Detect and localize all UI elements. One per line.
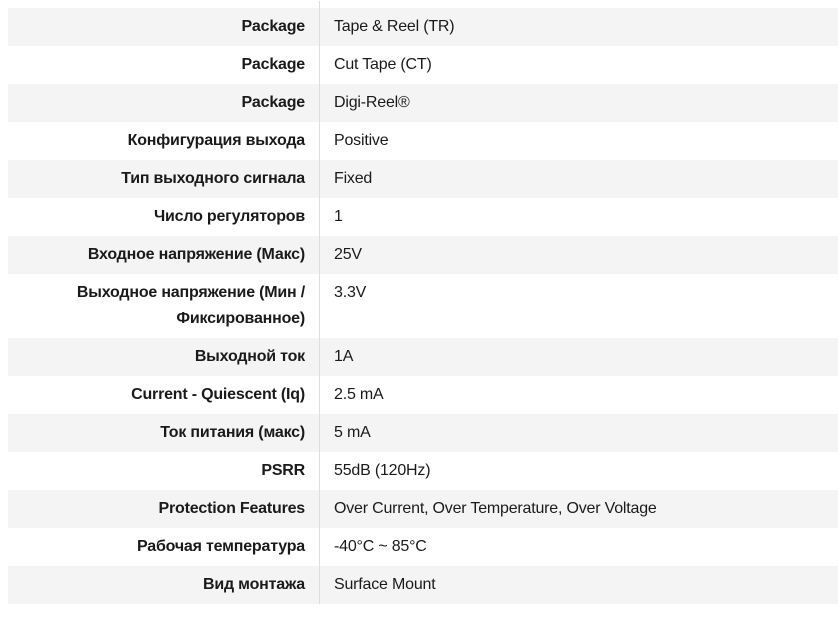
attribute-label: Конфигурация выхода <box>127 132 306 149</box>
spec-row: Current - Quiescent (Iq) 2.5 mA <box>8 376 838 414</box>
attribute-label: Вид монтажа <box>202 576 305 593</box>
spec-row: Число регуляторов 1 <box>8 198 838 236</box>
spec-row: Выходной ток 1A <box>8 338 838 376</box>
spec-row: PSRR 55dB (120Hz) <box>8 452 838 490</box>
attribute-label: PSRR <box>261 462 305 479</box>
attribute-label: Current - Quiescent (Iq) <box>131 386 305 403</box>
attribute-label: Package <box>241 94 305 111</box>
spec-row: Package Cut Tape (CT) <box>8 46 838 84</box>
spec-row: Package Tape & Reel (TR) <box>8 8 838 46</box>
spec-row: Входное напряжение (Макс) 25V <box>8 236 838 274</box>
spec-row: Рабочая температура -40°C ~ 85°C <box>8 528 838 566</box>
attribute-value: 1A <box>319 338 838 376</box>
spec-row: Package Digi-Reel® <box>8 84 838 122</box>
attribute-value: Over Current, Over Temperature, Over Vol… <box>319 490 838 528</box>
attribute-label: Protection Features <box>158 500 306 517</box>
attribute-label: Выходное напряжение (Мин / Фиксированное… <box>76 284 305 327</box>
attribute-value: Positive <box>319 122 838 160</box>
spec-row: Вид монтажа Surface Mount <box>8 566 838 604</box>
spec-row: Protection Features Over Current, Over T… <box>8 490 838 528</box>
attribute-value: 5 mA <box>319 414 838 452</box>
attribute-label: Ток питания (макс) <box>160 424 305 441</box>
attribute-value: Fixed <box>319 160 838 198</box>
attribute-label: Package <box>241 56 305 73</box>
attribute-value: 55dB (120Hz) <box>319 452 838 490</box>
spec-row: Конфигурация выхода Positive <box>8 122 838 160</box>
attribute-value: 2.5 mA <box>319 376 838 414</box>
attribute-value: 25V <box>319 236 838 274</box>
attribute-value: 3.3V <box>319 274 838 338</box>
attribute-label: Рабочая температура <box>137 538 305 555</box>
attribute-value: Surface Mount <box>319 566 838 604</box>
attribute-label: Входное напряжение (Макс) <box>87 246 305 263</box>
attribute-value: Digi-Reel® <box>319 84 838 122</box>
attribute-value: 1 <box>319 198 838 236</box>
spec-row: Ток питания (макс) 5 mA <box>8 414 838 452</box>
attribute-label: Выходной ток <box>194 348 305 365</box>
spec-row: Выходное напряжение (Мин / Фиксированное… <box>8 274 838 338</box>
attribute-value: Cut Tape (CT) <box>319 46 838 84</box>
attribute-label: Package <box>241 18 305 35</box>
attribute-value: Tape & Reel (TR) <box>319 8 838 46</box>
attribute-value: -40°C ~ 85°C <box>319 528 838 566</box>
attribute-label: Тип выходного сигнала <box>121 170 305 187</box>
attribute-label: Число регуляторов <box>153 208 305 225</box>
spec-row: Тип выходного сигнала Fixed <box>8 160 838 198</box>
specs-table: Package Tape & Reel (TR) Package Cut Tap… <box>8 1 838 604</box>
